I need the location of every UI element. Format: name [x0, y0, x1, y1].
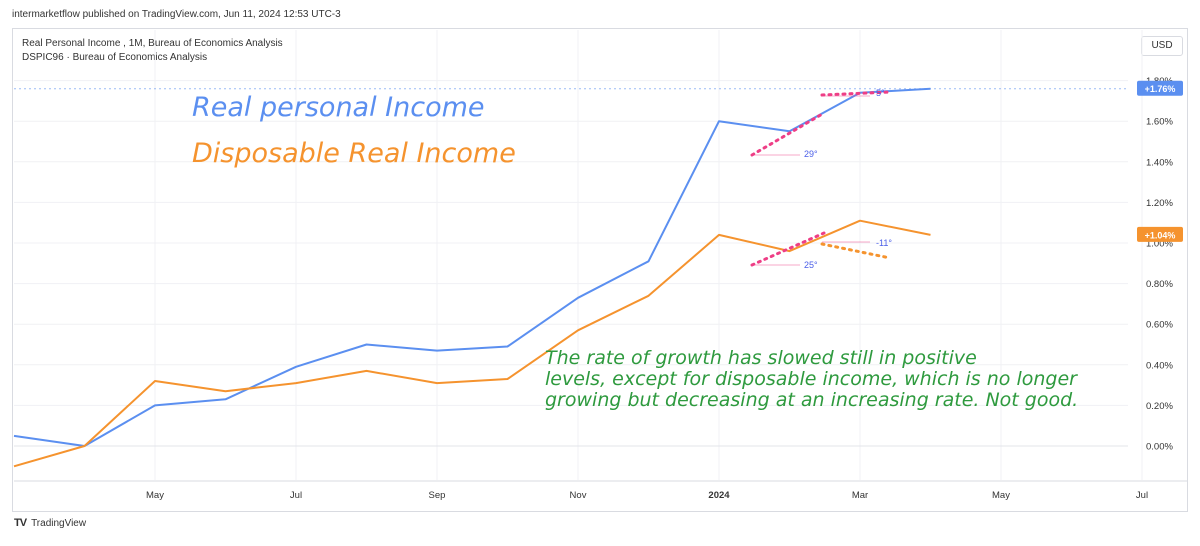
y-tick-label: 0.60% — [1146, 320, 1173, 331]
published-line: intermarketflow published on TradingView… — [12, 9, 341, 20]
series-group — [13, 87, 1128, 468]
x-tick-label: 2024 — [708, 490, 730, 501]
chart-frame — [12, 28, 1188, 512]
tradingview-logo-icon: TV — [14, 517, 27, 529]
grid — [14, 30, 1188, 482]
series-line-real-personal-income[interactable] — [13, 87, 931, 447]
growth-annotation: The rate of growth has slowed still in p… — [545, 347, 1078, 411]
angle-label: 5° — [876, 88, 885, 98]
tradingview-logo-text: TradingView — [31, 517, 87, 529]
trend-dotted-line — [750, 111, 826, 157]
series-line-disposable-real-income[interactable] — [13, 219, 931, 468]
y-tick-label: 1.20% — [1146, 198, 1173, 209]
title-disposable-real-income: Disposable Real Income — [192, 138, 516, 169]
x-tick-label: Sep — [429, 490, 446, 501]
tradingview-logo[interactable]: TV TradingView — [14, 517, 86, 529]
title-real-personal-income: Real personal Income — [192, 92, 485, 123]
y-axis: 1.80%1.60%1.40%1.20%1.00%0.80%0.60%0.40%… — [1146, 76, 1173, 452]
growth-annotation-line: levels, except for disposable income, wh… — [545, 368, 1078, 390]
last-value-label: +1.04% — [1145, 230, 1176, 240]
growth-annotation-line: The rate of growth has slowed still in p… — [545, 347, 977, 369]
x-axis: May Jul Sep Nov 2024 Mar May Jul — [146, 490, 1148, 501]
y-tick-label: 0.40% — [1146, 360, 1173, 371]
last-value-label: +1.76% — [1145, 84, 1176, 94]
y-tick-label: 1.40% — [1146, 157, 1173, 168]
y-tick-label: 1.60% — [1146, 117, 1173, 128]
x-tick-label: Mar — [852, 490, 868, 501]
series-legend-primary: Real Personal Income , 1M, Bureau of Eco… — [22, 38, 283, 49]
y-tick-label: 1.00% — [1146, 239, 1173, 250]
y-tick-label: 0.00% — [1146, 442, 1173, 453]
series-legend-secondary: DSPIC96 · Bureau of Economics Analysis — [22, 52, 208, 63]
x-tick-label: Nov — [570, 490, 587, 501]
angle-label: 29° — [804, 149, 818, 159]
last-value-badge — [1137, 226, 1183, 242]
y-tick-label: 0.20% — [1146, 401, 1173, 412]
trend-dotted-line — [820, 242, 892, 260]
x-tick-label: May — [992, 490, 1010, 501]
angle-annotations: 29° 5° 25° -11° — [750, 88, 892, 270]
angle-label: -11° — [876, 238, 892, 248]
x-tick-label: Jul — [1136, 490, 1148, 501]
text-annotations: Real personal Income Disposable Real Inco… — [192, 92, 1078, 411]
last-value-labels: +1.76% +1.04% — [1137, 80, 1183, 242]
y-tick-label: 0.80% — [1146, 279, 1173, 290]
x-tick-label: Jul — [290, 490, 302, 501]
growth-annotation-line: growing but decreasing at an increasing … — [545, 389, 1078, 411]
x-tick-label: May — [146, 490, 164, 501]
trend-dotted-line — [750, 231, 826, 267]
last-value-badge — [1137, 80, 1183, 96]
angle-label: 25° — [804, 260, 818, 270]
trend-dotted-line — [820, 90, 892, 97]
